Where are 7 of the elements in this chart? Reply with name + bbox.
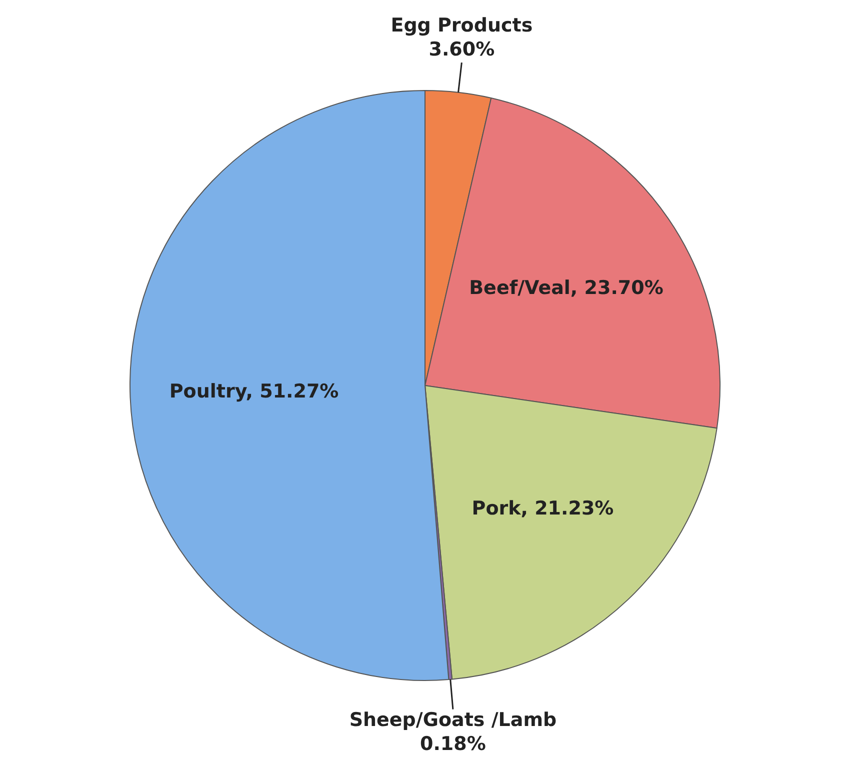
slice-label: Pork, 21.23% <box>472 498 614 520</box>
slice-label: Egg Products <box>390 14 533 37</box>
slice-label: Poultry, 51.27% <box>169 380 339 402</box>
slice-label: Beef/Veal, 23.70% <box>469 276 664 299</box>
data-label: 3.60% <box>428 38 495 61</box>
data-label: 0.18% <box>420 733 486 756</box>
slice-label: Sheep/Goats /Lamb <box>349 709 557 732</box>
